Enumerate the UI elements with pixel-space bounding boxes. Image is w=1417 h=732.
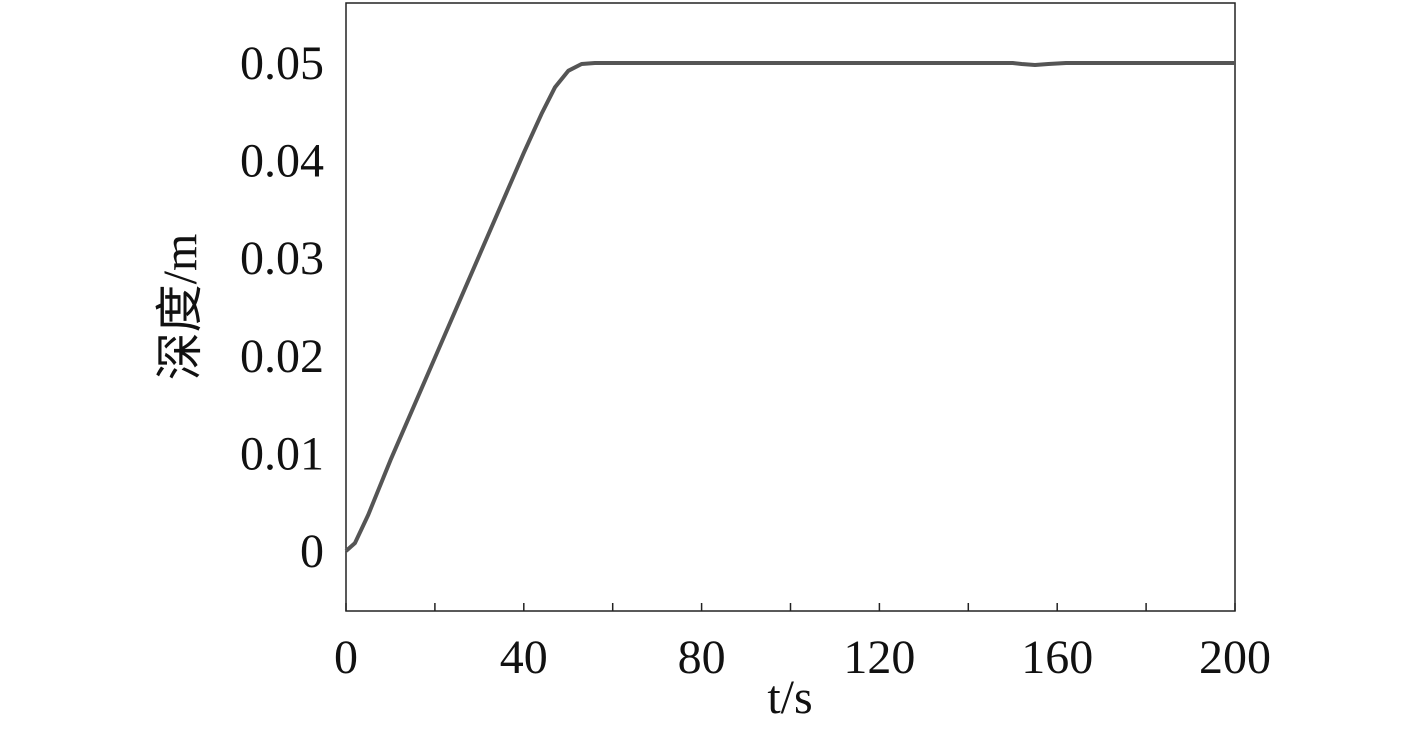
y-tick-label: 0.03	[240, 232, 324, 285]
y-tick-label: 0.05	[240, 37, 324, 90]
x-tick-label: 80	[678, 631, 726, 684]
x-tick-label: 120	[843, 631, 915, 684]
x-axis-label: t/s	[767, 671, 812, 724]
x-tick-label: 0	[334, 631, 358, 684]
data-line	[344, 61, 1235, 553]
y-axis-label: 深度/m	[154, 234, 207, 381]
y-tick-label: 0.01	[240, 427, 324, 480]
y-tick-label: 0.04	[240, 135, 324, 188]
y-tick-label: 0.02	[240, 330, 324, 383]
x-tick-label: 200	[1199, 631, 1271, 684]
plot-frame	[345, 2, 1236, 612]
x-tick-label: 40	[500, 631, 548, 684]
x-tick-label: 160	[1021, 631, 1093, 684]
y-tick-label: 0	[300, 525, 324, 578]
